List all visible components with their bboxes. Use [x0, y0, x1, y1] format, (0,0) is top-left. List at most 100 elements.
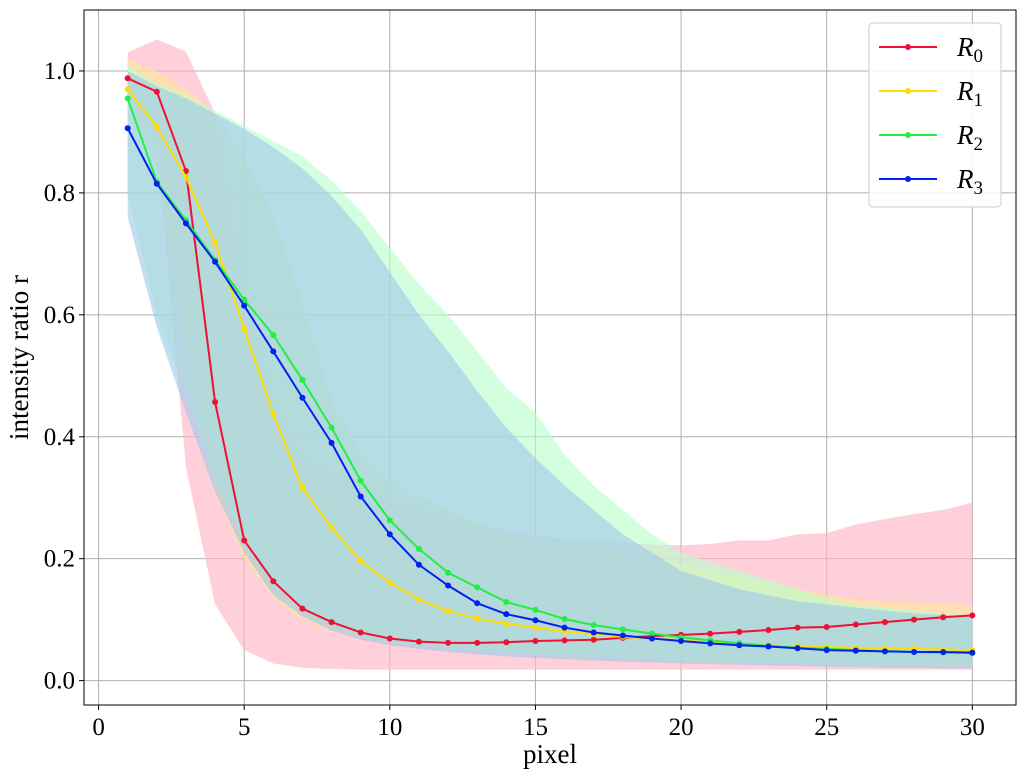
- point-r3: [503, 611, 510, 618]
- legend-label: R1: [956, 76, 983, 111]
- point-r3: [445, 582, 452, 589]
- point-r2: [590, 622, 597, 629]
- point-r0: [357, 629, 364, 636]
- point-r0: [765, 627, 772, 634]
- point-r1: [328, 524, 335, 531]
- point-r0: [823, 623, 830, 630]
- point-r2: [124, 95, 131, 102]
- point-r0: [794, 624, 801, 631]
- point-r1: [415, 596, 422, 603]
- point-r2: [445, 569, 452, 576]
- legend-label: R3: [956, 164, 983, 199]
- point-r1: [474, 615, 481, 622]
- point-r1: [241, 325, 248, 332]
- point-r0: [445, 639, 452, 646]
- x-tick-label: 5: [238, 714, 251, 741]
- point-r1: [445, 608, 452, 615]
- point-r1: [386, 579, 393, 586]
- point-r3: [299, 394, 306, 401]
- point-r3: [852, 647, 859, 654]
- point-r0: [328, 619, 335, 626]
- point-r3: [648, 635, 655, 642]
- point-r3: [270, 348, 277, 355]
- series-r3: [124, 125, 976, 656]
- confidence-bands: [127, 39, 973, 670]
- point-r3: [153, 180, 160, 187]
- point-r3: [415, 561, 422, 568]
- point-r2: [415, 545, 422, 552]
- point-r0: [561, 637, 568, 644]
- point-r1: [503, 620, 510, 627]
- x-tick-label: 0: [92, 714, 105, 741]
- line-r0: [127, 77, 973, 644]
- point-r0: [532, 637, 539, 644]
- point-r0: [969, 612, 976, 619]
- point-r2: [270, 331, 277, 338]
- y-tick-label: 0.2: [44, 546, 75, 573]
- point-r1: [299, 484, 306, 491]
- y-tick-label: 0.8: [44, 180, 75, 207]
- point-r2: [357, 477, 364, 484]
- legend-marker: [905, 176, 911, 182]
- point-r0: [852, 621, 859, 628]
- x-tick-label: 25: [814, 714, 839, 741]
- point-r0: [707, 630, 714, 637]
- point-r3: [707, 640, 714, 647]
- point-r0: [911, 616, 918, 623]
- series-lines: [124, 75, 976, 657]
- point-r3: [241, 302, 248, 309]
- plot-frame: [83, 9, 1017, 706]
- x-tick-label: 20: [669, 714, 694, 741]
- legend-box: [868, 22, 1002, 208]
- point-r1: [532, 624, 539, 631]
- x-tick-label: 30: [960, 714, 985, 741]
- axis-ticks: 0 5 10 15 20 25 30 0.0 0.2 0.4 0.6 0.8 1.0: [44, 58, 985, 741]
- legend-label: R0: [956, 32, 983, 67]
- point-r3: [911, 648, 918, 655]
- point-r3: [765, 643, 772, 650]
- point-r3: [386, 531, 393, 538]
- point-r3: [794, 645, 801, 652]
- point-r0: [124, 75, 131, 82]
- point-r2: [299, 377, 306, 384]
- point-r2: [474, 584, 481, 591]
- legend-marker: [905, 88, 911, 94]
- point-r3: [678, 637, 685, 644]
- point-r0: [182, 167, 189, 174]
- point-r3: [561, 624, 568, 631]
- point-r0: [212, 399, 219, 406]
- legend-marker: [905, 132, 911, 138]
- point-r3: [212, 258, 219, 265]
- point-r3: [590, 629, 597, 636]
- point-r3: [182, 220, 189, 227]
- point-r2: [648, 630, 655, 637]
- point-r1: [212, 239, 219, 246]
- line-r2: [126, 98, 973, 655]
- legend: R0 R1 R2 R3: [868, 22, 1002, 208]
- y-tick-label: 0.6: [44, 302, 75, 329]
- point-r0: [241, 537, 248, 544]
- point-r1: [153, 124, 160, 131]
- x-tick-label: 10: [377, 714, 402, 741]
- point-r0: [736, 628, 743, 635]
- point-r2: [328, 424, 335, 431]
- point-r2: [561, 616, 568, 623]
- point-r3: [124, 125, 131, 132]
- point-r3: [619, 632, 626, 639]
- point-r3: [940, 648, 947, 655]
- point-r1: [270, 411, 277, 418]
- point-r1: [124, 86, 131, 93]
- legend-marker: [905, 44, 911, 50]
- point-r1: [357, 558, 364, 565]
- point-r0: [474, 639, 481, 646]
- point-r0: [503, 639, 510, 646]
- point-r3: [357, 493, 364, 500]
- point-r2: [503, 598, 510, 605]
- point-r3: [881, 648, 888, 655]
- point-r0: [590, 636, 597, 643]
- point-r0: [881, 619, 888, 626]
- y-tick-label: 1.0: [44, 58, 75, 85]
- point-r0: [940, 614, 947, 621]
- point-r3: [969, 649, 976, 656]
